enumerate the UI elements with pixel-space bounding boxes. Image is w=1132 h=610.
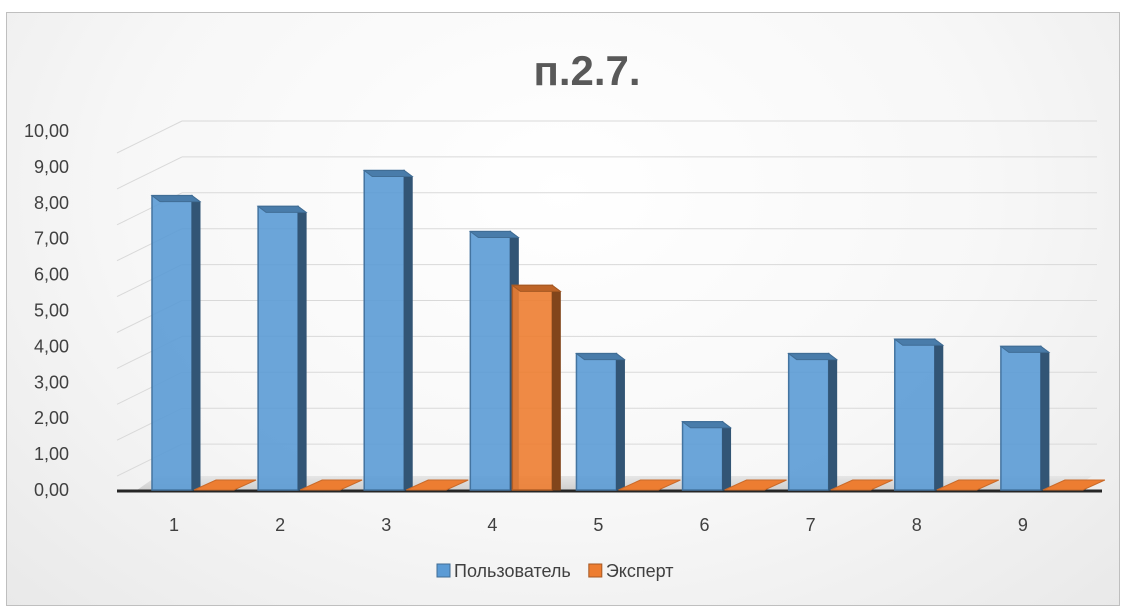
bar bbox=[256, 205, 308, 491]
x-tick-label: 9 bbox=[1018, 515, 1028, 535]
bar-front bbox=[511, 284, 554, 491]
bar bbox=[299, 479, 363, 491]
bar-side bbox=[551, 284, 561, 491]
bar-front bbox=[1000, 345, 1042, 491]
y-tick-label: 0,00 bbox=[34, 480, 69, 500]
bar-slab bbox=[299, 479, 363, 491]
y-tick-label: 5,00 bbox=[34, 301, 69, 321]
x-tick-label: 8 bbox=[912, 515, 922, 535]
bar-top bbox=[468, 231, 520, 239]
chart-frame: п.2.7. 0,00 1,00 2,00 3,00 4,00 5,00 6,00 7,00 8… bbox=[6, 12, 1120, 606]
bar-front bbox=[894, 338, 936, 491]
legend: Пользователь Эксперт bbox=[436, 561, 674, 581]
bar bbox=[1042, 479, 1106, 491]
bar bbox=[893, 338, 945, 491]
bar bbox=[681, 420, 733, 491]
y-tick-label: 7,00 bbox=[34, 229, 69, 249]
bar-side bbox=[191, 194, 201, 491]
legend-label: Пользователь bbox=[454, 561, 571, 581]
bar-top bbox=[256, 205, 308, 213]
bar bbox=[830, 479, 893, 491]
bar bbox=[510, 284, 562, 491]
bar-top bbox=[893, 338, 945, 346]
bar bbox=[618, 479, 681, 491]
y-tick-label: 8,00 bbox=[34, 193, 69, 213]
bar bbox=[150, 194, 202, 491]
bar-top bbox=[787, 353, 839, 361]
bar-slab bbox=[618, 479, 681, 491]
bar bbox=[724, 479, 787, 491]
bar-slab bbox=[1042, 479, 1106, 491]
bar-top bbox=[150, 195, 202, 203]
bar-slab bbox=[936, 479, 999, 491]
y-tick-label: 2,00 bbox=[34, 408, 69, 428]
bar-front bbox=[257, 205, 299, 491]
x-tick-label: 1 bbox=[169, 515, 179, 535]
bar-side bbox=[403, 169, 413, 491]
y-tick-label: 4,00 bbox=[34, 336, 69, 356]
bar-side bbox=[1040, 345, 1050, 491]
bar-top bbox=[999, 345, 1051, 353]
x-tick-label: 3 bbox=[381, 515, 391, 535]
x-tick-label: 7 bbox=[806, 515, 816, 535]
x-axis-ticks: 1 2 3 4 5 6 7 8 9 bbox=[169, 515, 1028, 535]
y-axis-ticks: 0,00 1,00 2,00 3,00 4,00 5,00 6,00 7,00 8,00 9,00… bbox=[24, 121, 69, 500]
y-tick-label: 6,00 bbox=[34, 265, 69, 285]
bar-top bbox=[574, 353, 626, 361]
bar-side bbox=[615, 352, 625, 491]
bar-slab bbox=[193, 479, 257, 491]
x-tick-label: 6 bbox=[700, 515, 710, 535]
bar-front bbox=[469, 230, 512, 491]
x-tick-label: 2 bbox=[275, 515, 285, 535]
gridline-side bbox=[116, 156, 183, 190]
bar-slab bbox=[724, 479, 787, 491]
bar bbox=[574, 352, 626, 491]
bar bbox=[193, 479, 257, 491]
y-tick-label: 3,00 bbox=[34, 372, 69, 392]
bar-front bbox=[363, 169, 405, 491]
bar-top bbox=[510, 284, 562, 292]
gridline-side bbox=[116, 120, 183, 154]
bar bbox=[999, 345, 1051, 491]
bar-front bbox=[575, 352, 618, 491]
bar-front bbox=[151, 194, 193, 491]
bar-front bbox=[681, 421, 724, 491]
chart-title: п.2.7. bbox=[533, 47, 640, 94]
bar bbox=[406, 479, 469, 491]
y-tick-label: 1,00 bbox=[34, 444, 69, 464]
bar-side bbox=[828, 352, 838, 491]
bar-side bbox=[934, 338, 944, 491]
bar-top bbox=[362, 169, 414, 177]
bar bbox=[787, 352, 839, 491]
legend-label: Эксперт bbox=[606, 561, 674, 581]
bar-side bbox=[297, 205, 307, 491]
bar-front bbox=[787, 352, 830, 491]
bars bbox=[150, 169, 1106, 491]
legend-swatch bbox=[588, 563, 603, 578]
bar-chart: п.2.7. 0,00 1,00 2,00 3,00 4,00 5,00 6,00 7,00 8… bbox=[24, 47, 1106, 581]
x-tick-label: 4 bbox=[487, 515, 497, 535]
bar bbox=[936, 479, 999, 491]
bar bbox=[362, 169, 414, 491]
y-tick-label: 10,00 bbox=[24, 121, 69, 141]
bar-top bbox=[681, 421, 733, 429]
bar-side bbox=[722, 420, 732, 491]
bar-slab bbox=[830, 479, 893, 491]
legend-swatch bbox=[436, 563, 451, 578]
x-tick-label: 5 bbox=[593, 515, 603, 535]
bar-slab bbox=[406, 479, 469, 491]
y-tick-label: 9,00 bbox=[34, 157, 69, 177]
bar bbox=[468, 230, 520, 491]
